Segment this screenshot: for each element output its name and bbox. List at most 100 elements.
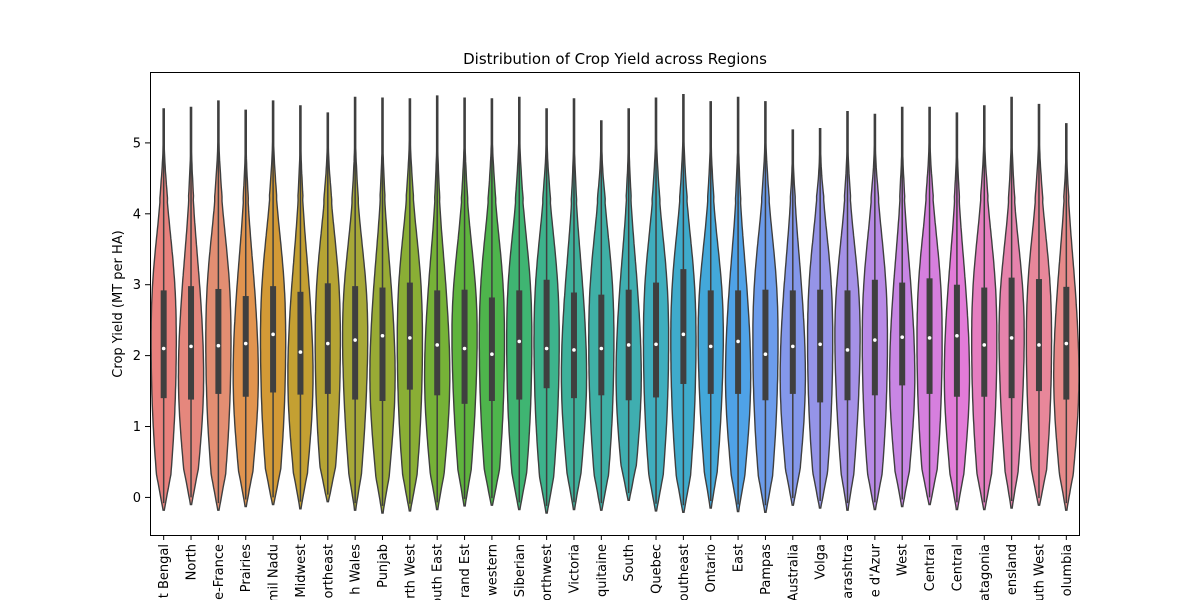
y-tick-label: 4	[133, 207, 141, 222]
violin-iqr-box	[297, 291, 304, 395]
x-tick-label: ortheast	[321, 544, 336, 598]
violin-iqr-box	[352, 286, 359, 400]
x-tick-label: East	[732, 544, 747, 572]
violin-iqr-box	[953, 284, 960, 397]
x-tick-label: mil Nadu	[267, 544, 282, 600]
violin-median	[654, 342, 658, 347]
violin-median	[599, 346, 604, 351]
violin-median	[763, 352, 768, 356]
x-tick-label: orthwest	[540, 544, 555, 600]
x-tick-label: Central	[950, 544, 965, 591]
violin-iqr-box	[680, 269, 687, 384]
violin-median	[982, 343, 987, 347]
violin-median	[298, 350, 303, 354]
violin-iqr-box	[516, 290, 523, 400]
violin-iqr-box	[324, 283, 331, 394]
x-tick-label: arashtra	[841, 544, 856, 599]
violin-median	[435, 343, 440, 347]
violin-median	[955, 333, 959, 338]
y-tick-label: 1	[133, 420, 141, 435]
violin-median	[900, 335, 905, 339]
violin-median	[161, 346, 166, 351]
y-tick-label: 3	[133, 278, 141, 293]
violin-iqr-box	[707, 290, 714, 394]
violin-median	[189, 344, 193, 349]
violin-iqr-box	[981, 287, 988, 397]
x-tick-label: uth West	[1032, 544, 1047, 600]
violin-median	[736, 339, 740, 344]
x-tick-label: Siberian	[513, 544, 528, 597]
x-tick-label: atagonia	[978, 544, 993, 600]
y-tick-label: 2	[133, 349, 141, 364]
x-tick-label: olumbia	[1060, 544, 1075, 596]
x-tick-label: Quebec	[650, 544, 665, 594]
x-tick-label: Volga	[814, 544, 829, 580]
x-tick-label: North	[185, 544, 200, 580]
x-tick-label: Ontario	[704, 544, 719, 592]
violin-median	[708, 344, 713, 349]
violin-median	[380, 333, 385, 338]
violin-median	[572, 348, 576, 352]
violin-median	[845, 348, 850, 352]
x-tick-label: rth West	[403, 544, 418, 599]
violin-iqr-box	[871, 279, 878, 396]
x-tick-label: Australia	[786, 544, 801, 600]
axes-frame	[150, 72, 1080, 536]
violin-median	[873, 338, 877, 342]
violin-iqr-box	[379, 287, 386, 401]
violin-median	[462, 346, 467, 351]
x-tick-label: e-France	[212, 544, 227, 600]
violin-iqr-box	[899, 282, 906, 386]
violin-iqr-box	[598, 294, 605, 396]
violin-median	[681, 332, 686, 337]
violin-iqr-box	[188, 286, 195, 400]
y-tick-label: 5	[133, 136, 141, 151]
x-tick-label: Prairies	[239, 544, 254, 592]
violin-median	[490, 352, 494, 356]
violin-iqr-box	[844, 290, 851, 401]
violin-iqr-box	[653, 282, 660, 398]
violin-median	[517, 339, 522, 344]
violin-median	[927, 336, 932, 340]
violin-iqr-box	[570, 292, 577, 399]
x-tick-label: rand Est	[458, 544, 473, 598]
x-tick-label: Pampas	[759, 544, 774, 595]
violin-median	[216, 343, 221, 348]
x-tick-label: Punjab	[376, 544, 391, 588]
violin-iqr-box	[762, 289, 769, 401]
violin-iqr-box	[160, 290, 167, 399]
x-tick-label: South	[622, 544, 637, 582]
violin-iqr-box	[1035, 279, 1042, 392]
violin-median	[1037, 343, 1041, 347]
x-tick-label: Victoria	[567, 544, 582, 593]
x-tick-label: outheast	[677, 544, 692, 600]
violin-median	[1064, 341, 1069, 346]
y-axis-label: Crop Yield (MT per HA)	[111, 230, 126, 377]
chart-title: Distribution of Crop Yield across Region…	[463, 50, 767, 68]
violin-iqr-box	[215, 288, 222, 394]
violin-median	[626, 343, 631, 347]
x-tick-label: western	[485, 544, 500, 596]
violin-median	[818, 342, 822, 347]
x-tick-label: t Bengal	[157, 544, 172, 598]
x-tick-label: ensland	[1005, 544, 1020, 595]
violin-iqr-box	[270, 286, 277, 393]
plot-area	[150, 94, 1080, 514]
x-tick-label: e d'Azur	[868, 543, 883, 597]
violin-median	[243, 341, 248, 346]
violin-median	[1009, 336, 1014, 340]
violin-median	[790, 344, 795, 349]
x-tick-label: h Wales	[349, 544, 364, 595]
violin-iqr-box	[242, 296, 249, 397]
violin-median	[408, 336, 412, 340]
y-tick-label: 0	[133, 491, 141, 506]
violin-median	[544, 346, 549, 351]
violin-median	[271, 332, 275, 337]
violin-iqr-box	[434, 290, 441, 396]
x-tick-label: outh East	[431, 544, 446, 600]
x-tick-label: West	[896, 544, 911, 576]
violin-iqr-box	[488, 297, 495, 401]
violin-median	[325, 341, 330, 346]
x-tick-label: Midwest	[294, 544, 309, 598]
